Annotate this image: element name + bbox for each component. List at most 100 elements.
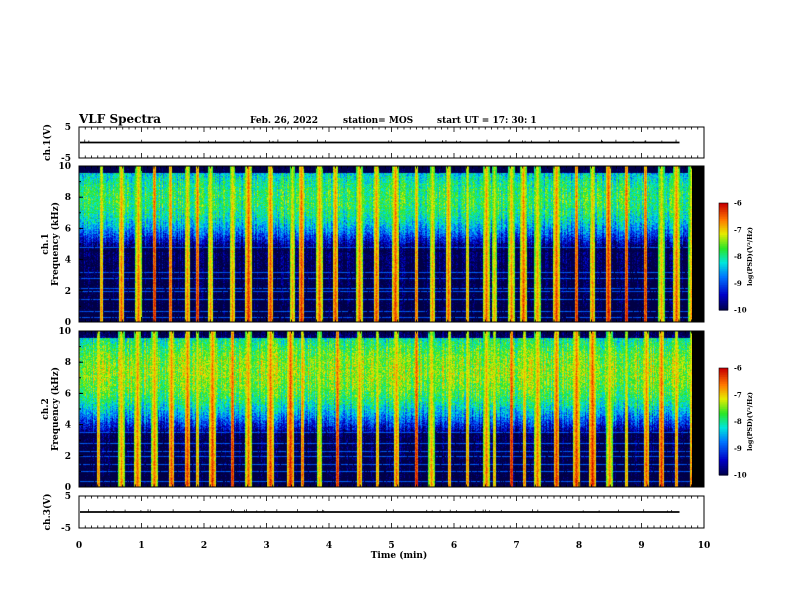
- y-tick-label: -5: [61, 524, 71, 534]
- x-tick-label: 0: [76, 541, 82, 551]
- colorbar-segment: [719, 435, 728, 439]
- colorbar-segment: [719, 254, 728, 258]
- colorbar-segment: [719, 204, 728, 208]
- colorbar-segment: [719, 458, 728, 462]
- colorbar-segment: [719, 442, 728, 446]
- colorbar-segment: [719, 258, 728, 261]
- y-axis-label: ch.3(V): [42, 494, 53, 531]
- colorbar-label: log(PSD)(V²/Hz): [746, 227, 754, 286]
- colorbar-segment: [719, 421, 728, 424]
- colorbar-segment: [719, 371, 728, 374]
- colorbar-segment: [719, 211, 728, 215]
- colorbar-segment: [719, 376, 728, 380]
- colorbar-segment: [719, 224, 728, 227]
- colorbar-segment: [719, 441, 728, 444]
- colorbar-segment: [719, 471, 728, 474]
- colorbar-segment: [719, 412, 728, 415]
- colorbar-segment: [719, 419, 728, 423]
- colorbar-segment: [719, 428, 728, 432]
- colorbar-segment: [719, 215, 728, 218]
- colorbar-segment: [719, 261, 728, 265]
- colorbar-segment: [719, 380, 728, 383]
- colorbar-segment: [719, 267, 728, 270]
- colorbar-segment: [719, 391, 728, 394]
- x-tick-label: 1: [138, 541, 144, 551]
- channel-label: ch.1: [41, 233, 51, 254]
- colorbar-segment: [719, 292, 728, 295]
- y-tick-label: -5: [61, 154, 71, 164]
- colorbar-segment: [719, 304, 728, 308]
- y-tick-label: 0: [65, 483, 71, 493]
- x-tick-label: 3: [263, 541, 269, 551]
- x-tick-label: 4: [326, 541, 332, 551]
- colorbar-segment: [719, 444, 728, 448]
- colorbar-segment: [719, 227, 728, 231]
- colorbar-segment: [719, 256, 728, 259]
- x-tick-label: 6: [451, 541, 457, 551]
- colorbar-segment: [719, 409, 728, 412]
- colorbar-segment: [719, 295, 728, 299]
- colorbar-segment: [719, 277, 728, 281]
- colorbar-segment: [719, 286, 728, 290]
- colorbar-segment: [719, 288, 728, 291]
- colorbar-segment: [719, 462, 728, 465]
- colorbar-segment: [719, 473, 728, 476]
- colorbar-segment: [719, 222, 728, 225]
- colorbar-segment: [719, 240, 728, 243]
- colorbar-segment: [719, 432, 728, 435]
- colorbar-segment: [719, 464, 728, 467]
- colorbar-segment: [719, 263, 728, 267]
- y-tick-label: 4: [65, 421, 71, 431]
- x-axis-label: Time (min): [371, 550, 428, 561]
- colorbar-segment: [719, 405, 728, 408]
- colorbar-frame: [718, 202, 729, 311]
- colorbar-segment: [719, 439, 728, 442]
- colorbar-segment: [719, 274, 728, 277]
- colorbar-segment: [719, 249, 728, 252]
- colorbar-segment: [719, 373, 728, 376]
- spectrogram-image: [79, 166, 692, 322]
- colorbar-segment: [719, 369, 728, 373]
- colorbar-segment: [719, 423, 728, 426]
- channel-label: ch.2: [41, 398, 51, 419]
- figure-title: VLF Spectra: [78, 112, 161, 126]
- colorbar-segment: [719, 467, 728, 471]
- colorbar-segment: [719, 392, 728, 396]
- colorbar-segment: [719, 213, 728, 217]
- y-tick-label: 6: [65, 389, 71, 399]
- colorbar-segment: [719, 297, 728, 300]
- x-tick-label: 5: [388, 541, 394, 551]
- spectrogram-image: [79, 331, 692, 487]
- colorbar-segment: [719, 437, 728, 440]
- colorbar-segment: [719, 425, 728, 428]
- colorbar-segment: [719, 382, 728, 385]
- colorbar-segment: [719, 308, 728, 311]
- time-axis: 0 1 2 3 4 5 6 7 8 9 10: [76, 127, 710, 551]
- colorbar: -6 -7 -8 -9 -10 log(PSD)(V²/Hz): [718, 364, 754, 480]
- colorbar-segment: [719, 272, 728, 275]
- colorbar-segment: [719, 206, 728, 209]
- colorbar-tick-label: -6: [734, 199, 742, 208]
- colorbar-segment: [719, 450, 728, 453]
- colorbar-segment: [719, 245, 728, 249]
- y-tick-label: 2: [65, 287, 71, 297]
- start-ut-label: start UT = 17: 30: 1: [437, 116, 537, 126]
- colorbar-segment: [719, 238, 728, 242]
- date-label: Feb. 26, 2022: [250, 116, 318, 126]
- colorbar-segment: [719, 281, 728, 284]
- colorbar-segment: [719, 400, 728, 403]
- x-tick-label: 8: [576, 541, 582, 551]
- colorbar-segment: [719, 203, 728, 206]
- colorbar-segment: [719, 410, 728, 414]
- colorbar-tick-label: -10: [734, 306, 747, 315]
- colorbar-segment: [719, 219, 728, 222]
- colorbar-tick-label: -8: [734, 252, 742, 261]
- colorbar-segment: [719, 208, 728, 211]
- y-tick-label: 0: [65, 318, 71, 328]
- colorbar-frame: [718, 367, 729, 476]
- colorbar-segment: [719, 453, 728, 456]
- colorbar-segment: [719, 433, 728, 437]
- colorbar-tick-label: -7: [734, 390, 742, 399]
